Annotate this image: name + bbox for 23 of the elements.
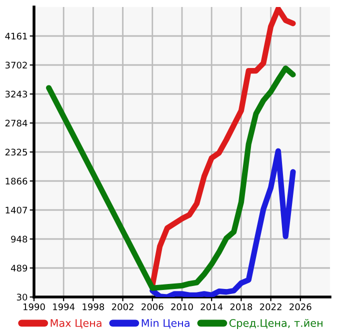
y-tick-label: 489 <box>10 264 28 272</box>
x-tick-label: 2022 <box>260 303 282 310</box>
y-tick-label: 3243 <box>5 90 28 98</box>
x-tick-label: 2006 <box>142 303 164 310</box>
y-tick-label: 1866 <box>6 178 28 185</box>
x-tick-label: 1998 <box>82 303 104 310</box>
y-tick-label: 3702 <box>5 62 27 69</box>
legend-label: Сред.Цена, т.йен <box>229 318 322 329</box>
x-tick-label: 2018 <box>230 303 252 310</box>
y-tick-label: 2325 <box>5 148 27 156</box>
y-tick-label: 948 <box>11 236 28 243</box>
y-tick-label: 1407 <box>6 206 27 214</box>
y-tick-label: 4161 <box>5 32 27 40</box>
x-tick-label: 2010 <box>171 303 193 310</box>
legend-label: Min Цена <box>142 318 190 328</box>
legend-label: Max Цена <box>50 319 102 328</box>
x-tick-label: 2014 <box>200 303 223 310</box>
x-tick-label: 2026 <box>290 303 312 310</box>
y-tick-label: 2784 <box>5 120 28 127</box>
x-tick-label: 1990 <box>24 303 45 310</box>
x-tick-label: 1994 <box>53 303 75 310</box>
x-tick-label: 2002 <box>112 303 134 310</box>
y-tick-label: 30 <box>16 294 28 301</box>
